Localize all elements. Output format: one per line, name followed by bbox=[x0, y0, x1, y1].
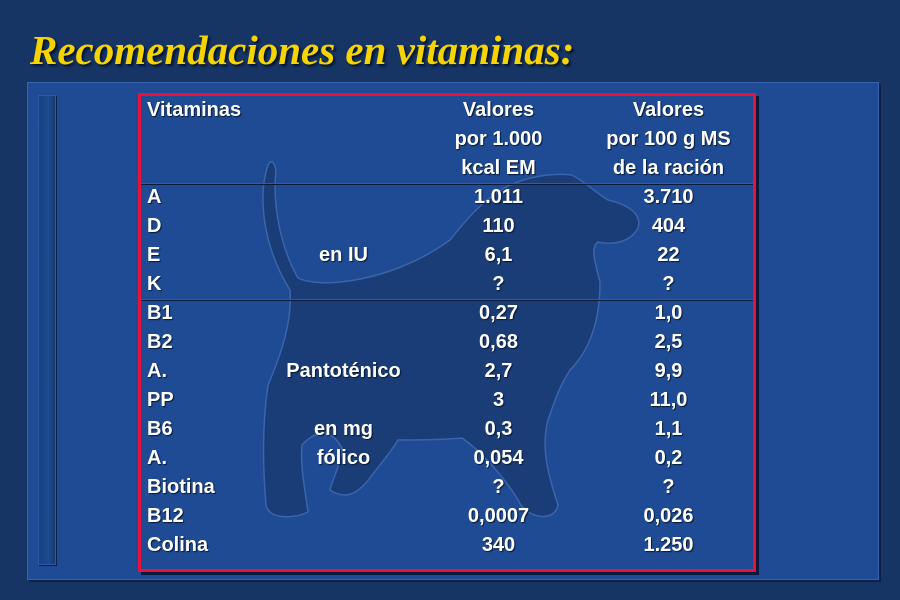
table-row: B12 0,0007 0,026 bbox=[141, 502, 753, 531]
value-per-100g-ms: ? bbox=[662, 273, 675, 295]
value-per-100g-ms: 0,2 bbox=[654, 447, 683, 469]
value-per-1000-kcal: 110 bbox=[482, 215, 515, 237]
table-header-row-3: kcal EM de la ración bbox=[141, 154, 753, 183]
value-per-100g-ms: 1,0 bbox=[654, 302, 683, 324]
value-per-100g-ms: 1.250 bbox=[643, 534, 694, 556]
value-per-100g-ms: 11,0 bbox=[649, 389, 688, 411]
value-per-1000-kcal: 0,3 bbox=[484, 418, 513, 440]
table-row: Colina 340 1.250 bbox=[141, 531, 753, 560]
table-row: K ? ? bbox=[141, 270, 753, 299]
side-bar bbox=[38, 95, 56, 565]
header-v1-line-1: Valores bbox=[462, 99, 535, 121]
vitamin-name: B2 bbox=[147, 331, 173, 353]
value-per-100g-ms: 3.710 bbox=[643, 186, 694, 208]
table-row: B6 en mg 0,3 1,1 bbox=[141, 415, 753, 444]
vitamins-table: Vitaminas Valores Valores por 1.000 por … bbox=[138, 93, 756, 572]
value-per-1000-kcal: 0,0007 bbox=[467, 505, 530, 527]
value-per-1000-kcal: 3 bbox=[492, 389, 505, 411]
vitamin-name: Colina bbox=[147, 534, 209, 556]
value-per-1000-kcal: 0,68 bbox=[479, 331, 518, 353]
value-per-100g-ms: 22 bbox=[657, 244, 680, 266]
table-row: A. Pantoténico 2,7 9,9 bbox=[141, 357, 753, 386]
vitamin-unit: Pantoténico bbox=[286, 360, 401, 382]
header-v2-line-1: Valores bbox=[632, 99, 705, 121]
table-row: D 110 404 bbox=[141, 212, 753, 241]
table-row: A. fólico 0,054 0,2 bbox=[141, 444, 753, 473]
value-per-100g-ms: 9,9 bbox=[654, 360, 683, 382]
value-per-1000-kcal: 6,1 bbox=[484, 244, 513, 266]
vitamin-name: B6 bbox=[147, 418, 173, 440]
slide-title: Recomendaciones en vitaminas: bbox=[30, 27, 575, 73]
table-row: Biotina ? ? bbox=[141, 473, 753, 502]
value-per-1000-kcal: ? bbox=[492, 476, 505, 498]
vitamin-unit: en mg bbox=[314, 418, 373, 440]
table-header-row-1: Vitaminas Valores Valores bbox=[141, 96, 753, 125]
group-separator bbox=[141, 299, 753, 301]
table-row: PP 3 11,0 bbox=[141, 386, 753, 415]
vitamin-name: PP bbox=[147, 389, 174, 411]
table-row: B2 0,68 2,5 bbox=[141, 328, 753, 357]
value-per-1000-kcal: 0,054 bbox=[473, 447, 524, 469]
table-header-row-2: por 1.000 por 100 g MS bbox=[141, 125, 753, 154]
vitamin-name: B1 bbox=[147, 302, 173, 324]
vitamin-name: Biotina bbox=[147, 476, 215, 498]
table-row: B1 0,27 1,0 bbox=[141, 299, 753, 328]
header-v2-line-2: por 100 g MS bbox=[606, 128, 731, 150]
vitamin-unit: fólico bbox=[316, 447, 371, 469]
value-per-100g-ms: 0,026 bbox=[643, 505, 694, 527]
vitamin-name: A. bbox=[147, 447, 167, 469]
value-per-100g-ms: ? bbox=[662, 476, 675, 498]
value-per-1000-kcal: 2,7 bbox=[484, 360, 513, 382]
header-v1-line-2: por 1.000 bbox=[454, 128, 543, 150]
value-per-1000-kcal: 0,27 bbox=[479, 302, 518, 324]
header-v1-line-3: kcal EM bbox=[461, 157, 536, 179]
value-per-100g-ms: 2,5 bbox=[654, 331, 683, 353]
value-per-1000-kcal: ? bbox=[492, 273, 505, 295]
table-row: A 1.011 3.710 bbox=[141, 183, 753, 212]
value-per-100g-ms: 404 bbox=[651, 215, 686, 237]
vitamin-name: B12 bbox=[147, 505, 184, 527]
vitamin-name: A bbox=[147, 186, 162, 208]
vitamin-name: E bbox=[147, 244, 161, 266]
value-per-100g-ms: 1,1 bbox=[654, 418, 683, 440]
vitamin-name: A. bbox=[147, 360, 167, 382]
header-v2-line-3: de la ración bbox=[612, 157, 725, 179]
header-vitaminas: Vitaminas bbox=[147, 99, 242, 121]
vitamin-unit: en IU bbox=[319, 244, 368, 266]
vitamin-name: D bbox=[147, 215, 162, 237]
table-row: E en IU 6,1 22 bbox=[141, 241, 753, 270]
vitamin-name: K bbox=[147, 273, 162, 295]
header-separator bbox=[141, 183, 753, 185]
value-per-1000-kcal: 1.011 bbox=[474, 186, 523, 208]
value-per-1000-kcal: 340 bbox=[481, 534, 516, 556]
